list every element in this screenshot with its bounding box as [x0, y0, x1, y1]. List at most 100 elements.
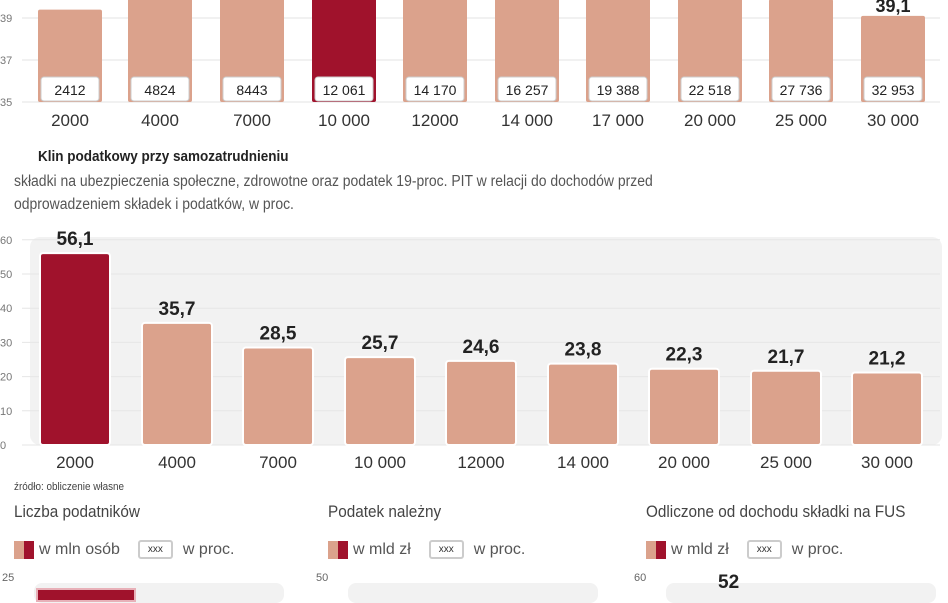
value-box	[130, 76, 190, 102]
legend-pct: w proc.	[791, 540, 844, 558]
value-box	[588, 76, 648, 102]
plot-background	[348, 583, 598, 603]
legend-box: xxx	[137, 540, 173, 559]
legend-unit: w mld zł	[671, 540, 729, 558]
x-tick-label: 10 000	[354, 453, 406, 472]
bar	[586, 0, 650, 102]
legend-pct: w proc.	[182, 540, 235, 558]
x-tick-label: 17 000	[592, 111, 644, 130]
bar	[547, 362, 619, 447]
panel-title: Odliczone od dochodu składki na FUS	[646, 502, 906, 521]
data-label: 35,7	[159, 299, 196, 320]
y-tick-label: 50	[316, 572, 329, 584]
value-box	[222, 76, 282, 102]
value-box	[405, 76, 465, 102]
legend: w mln osób xxx w proc.	[14, 540, 235, 559]
y-tick-label: 20	[0, 372, 12, 384]
bar	[141, 321, 213, 446]
y-tick-label: 0	[0, 440, 6, 452]
x-tick-label: 30 000	[861, 453, 913, 472]
y-tick-label: 40	[0, 303, 12, 315]
y-tick-label: 35	[0, 97, 12, 109]
bar	[128, 0, 192, 102]
data-label: 28,5	[260, 324, 297, 345]
bar	[648, 367, 720, 446]
x-tick-label: 2000	[56, 453, 94, 472]
bar	[403, 0, 467, 102]
box-label: 4824	[144, 82, 175, 98]
box-label: 12 061	[323, 82, 366, 98]
bar	[220, 0, 284, 102]
value-box	[40, 76, 100, 102]
legend-unit: w mln osób	[39, 540, 120, 558]
panel-title: Podatek należny	[328, 502, 442, 521]
x-tick-label: 30 000	[867, 111, 919, 130]
y-tick-label: 10	[0, 406, 12, 418]
box-label: 32 953	[872, 82, 915, 98]
x-tick-label: 20 000	[658, 453, 710, 472]
x-tick-label: 14 000	[501, 111, 553, 130]
x-tick-label: 7000	[233, 111, 271, 130]
bar	[445, 359, 517, 446]
x-tick-label: 10 000	[318, 111, 370, 130]
box-label: 22 518	[689, 82, 732, 98]
y-tick-label: 37	[0, 55, 12, 67]
legend-swatch-light	[646, 540, 656, 559]
value-box	[863, 76, 923, 102]
y-tick-label: 39	[0, 13, 12, 25]
panel-title: Liczba podatników	[14, 502, 140, 521]
data-label: 39,1	[875, 0, 910, 16]
x-tick-label: 25 000	[775, 111, 827, 130]
x-tick-label: 4000	[141, 111, 179, 130]
data-label: 52	[718, 572, 740, 593]
data-label: 23,8	[565, 340, 602, 361]
box-label: 19 388	[597, 82, 640, 98]
x-tick-label: 25 000	[760, 453, 812, 472]
data-label: 25,7	[362, 333, 399, 354]
x-tick-label: 4000	[158, 453, 196, 472]
bar	[39, 252, 111, 446]
legend-swatch-light	[14, 540, 24, 559]
chart-top: 35 37 39 2412 2000 4824 4000 8443 7000 12 061 10 0…	[0, 0, 940, 130]
bar	[36, 588, 136, 602]
data-label: 21,2	[869, 348, 906, 369]
data-label: 21,7	[768, 347, 805, 368]
source-note: źródło: obliczenie własne	[14, 481, 125, 493]
y-tick-label: 60	[634, 572, 647, 584]
bar	[750, 369, 822, 446]
legend-swatch-light	[328, 540, 338, 559]
x-tick-label: 20 000	[684, 111, 736, 130]
y-tick-label: 60	[0, 235, 12, 247]
bar	[769, 0, 833, 102]
bar	[495, 0, 559, 102]
value-box	[497, 76, 557, 102]
data-label: 22,3	[666, 345, 703, 366]
value-box	[680, 76, 740, 102]
legend-unit: w mld zł	[353, 540, 411, 558]
x-tick-label: 14 000	[557, 453, 609, 472]
legend-swatch-dark	[24, 540, 34, 559]
value-box	[771, 76, 831, 102]
chart-subtitle-line-1: składki na ubezpieczenia społeczne, zdro…	[14, 173, 653, 190]
legend-box: xxx	[746, 540, 782, 559]
legend-box: xxx	[428, 540, 464, 559]
value-box	[314, 76, 374, 102]
bar	[678, 0, 742, 102]
bar	[242, 346, 314, 446]
y-tick-label: 50	[0, 269, 12, 281]
chart-tax-wedge: 0 10 20 30 40 50 60 56,1 2000 35,7 4000 28,5 7000 25,…	[0, 229, 942, 472]
legend-swatch-dark	[656, 540, 666, 559]
box-label: 16 257	[506, 82, 549, 98]
legend-pct: w proc.	[473, 540, 526, 558]
box-label: 14 170	[414, 82, 457, 98]
x-tick-label: 12000	[411, 111, 458, 130]
box-label: 27 736	[780, 82, 823, 98]
legend: w mld zł xxx w proc.	[328, 540, 525, 559]
bar	[312, 0, 376, 102]
box-label: 2412	[54, 82, 85, 98]
plot-background	[666, 583, 936, 603]
bar	[851, 371, 923, 446]
box-label: 8443	[236, 82, 267, 98]
y-tick-label: 30	[0, 337, 12, 349]
x-tick-label: 2000	[51, 111, 89, 130]
